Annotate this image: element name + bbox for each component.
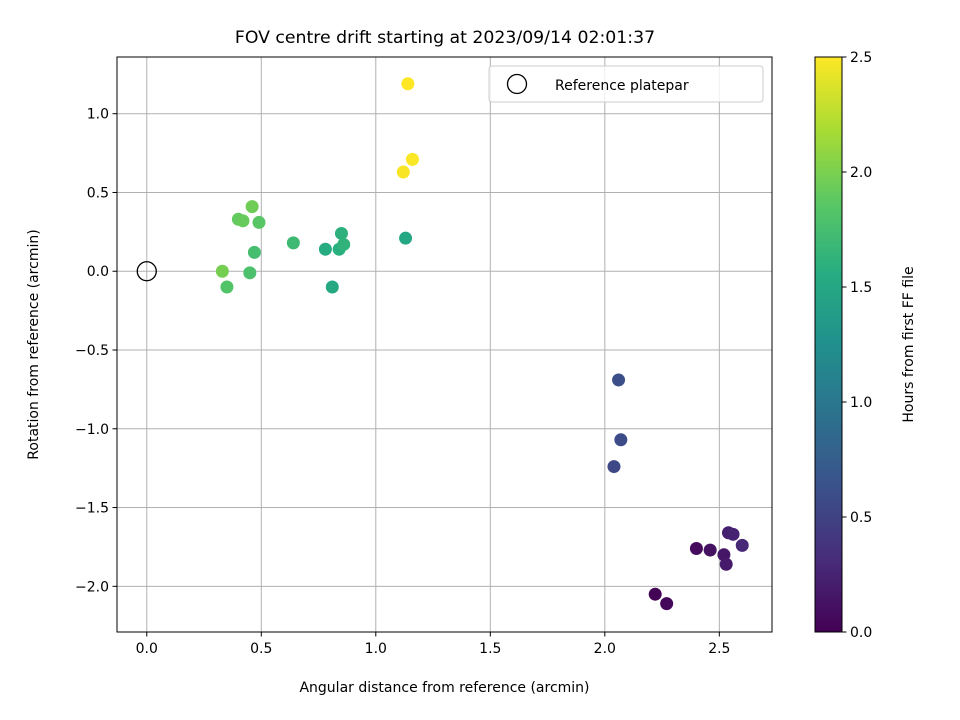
colorbar-tick-label: 0.0 [850, 625, 872, 641]
y-axis-ticks: −2.0 −1.5 −1.0 −0.5 0.0 0.5 1.0 [75, 107, 117, 595]
legend-box [488, 65, 764, 103]
y-tick-label: −0.5 [75, 343, 109, 359]
data-point [325, 280, 339, 294]
colorbar-tick-label: 1.0 [850, 395, 872, 411]
x-tick-label: 2.0 [594, 641, 616, 657]
colorbar-tick-label: 2.5 [850, 50, 872, 66]
colorbar-tick-label: 2.0 [850, 165, 872, 181]
data-point [220, 280, 234, 294]
data-point [689, 542, 703, 556]
legend-reference-marker [506, 73, 528, 95]
colorbar-gradient [814, 56, 843, 633]
plot-frame [116, 56, 773, 633]
colorbar-label: Hours from first FF file [901, 266, 917, 422]
y-tick-label: −2.0 [75, 579, 109, 595]
data-point [614, 433, 628, 447]
legend: Reference platepar [488, 65, 764, 103]
x-tick-label: 0.5 [250, 641, 272, 657]
data-point [660, 597, 674, 611]
colorbar-tick-label: 0.5 [850, 510, 872, 526]
legend-label: Reference platepar [555, 78, 689, 94]
y-tick-label: 1.0 [87, 107, 109, 123]
grid-lines [117, 57, 772, 632]
x-tick-label: 2.5 [708, 641, 730, 657]
data-point [607, 460, 621, 474]
x-tick-label: 1.0 [365, 641, 387, 657]
y-tick-label: −1.5 [75, 501, 109, 517]
y-tick-label: −1.0 [75, 422, 109, 438]
data-point [703, 543, 717, 557]
data-point [334, 226, 348, 240]
reference-platepar-marker [136, 261, 157, 282]
data-point [236, 214, 250, 228]
data-point [337, 237, 351, 251]
y-tick-label: 0.0 [87, 264, 109, 280]
x-axis-ticks: 0.0 0.5 1.0 1.5 2.0 2.5 [136, 632, 730, 657]
data-point [286, 236, 300, 250]
colorbar: 0.0 0.5 1.0 1.5 2.0 2.5 Hours from first FF f… [814, 50, 917, 641]
data-point [612, 373, 626, 387]
data-point [396, 165, 410, 179]
data-point [719, 557, 733, 571]
y-axis-label: Rotation from reference (arcmin) [26, 229, 42, 459]
x-axis-label: Angular distance from reference (arcmin) [299, 680, 589, 696]
x-tick-label: 1.5 [479, 641, 501, 657]
x-tick-label: 0.0 [136, 641, 158, 657]
data-point [245, 200, 259, 214]
data-point [318, 242, 332, 256]
colorbar-tick-label: 1.5 [850, 280, 872, 296]
data-point [648, 587, 662, 601]
data-point [243, 266, 257, 280]
colorbar-ticks: 0.0 0.5 1.0 1.5 2.0 2.5 [842, 50, 872, 641]
y-tick-label: 0.5 [87, 185, 109, 201]
data-point [399, 231, 413, 245]
data-point [215, 264, 229, 278]
data-point [252, 215, 266, 229]
chart-title: FOV centre drift starting at 2023/09/14 … [235, 28, 655, 48]
data-point [247, 245, 261, 259]
data-point [735, 538, 749, 552]
data-point [405, 152, 419, 166]
scatter-points [136, 77, 749, 611]
data-point [401, 77, 415, 91]
data-point [726, 527, 740, 541]
